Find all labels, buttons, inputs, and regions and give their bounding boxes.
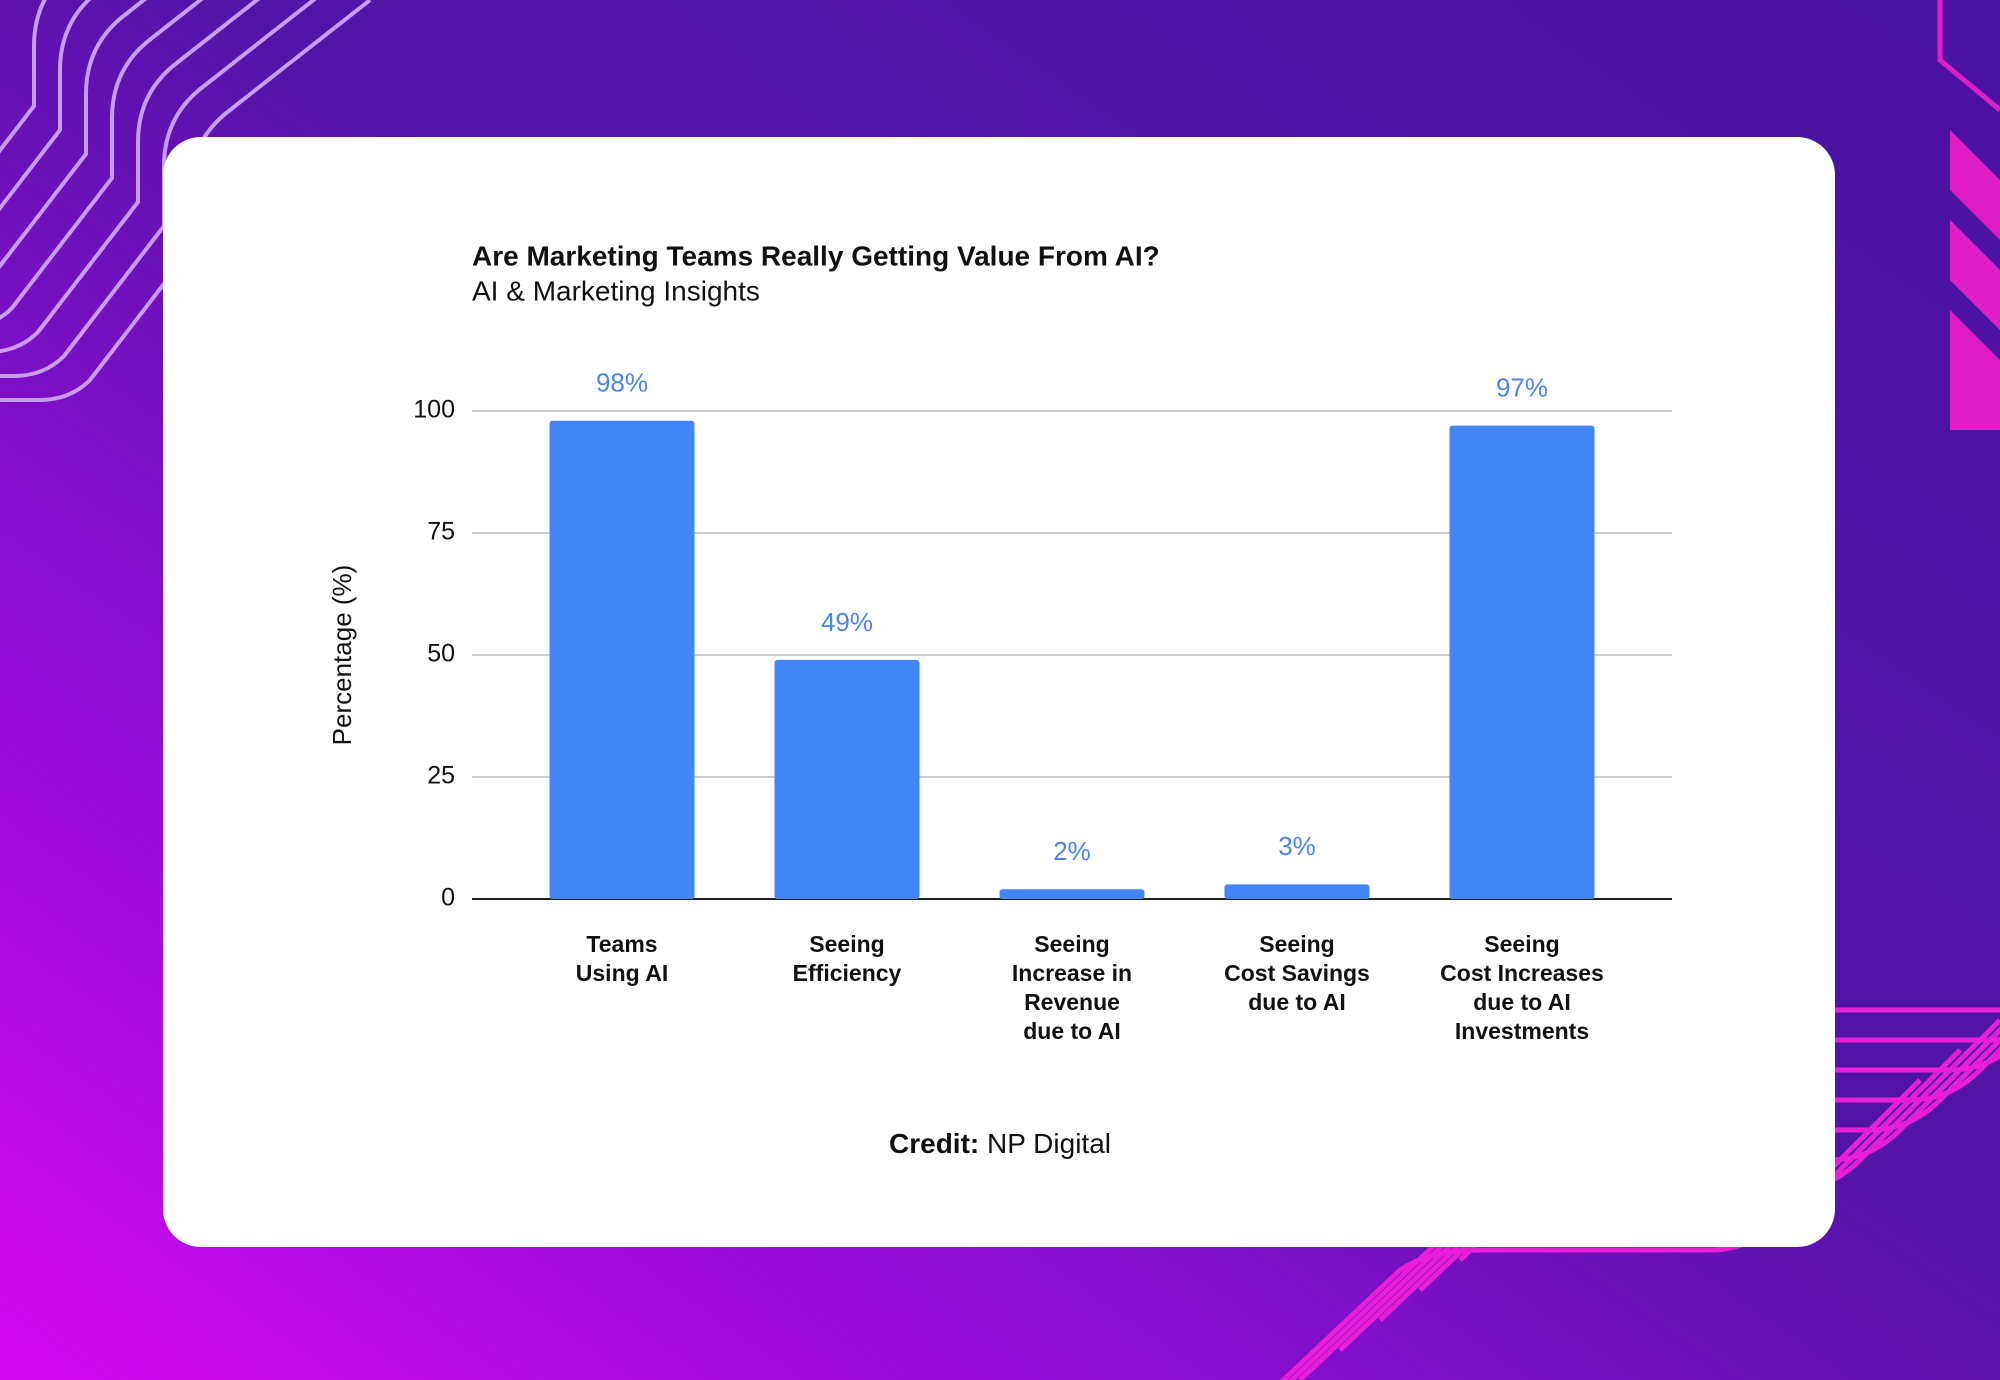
y-tick-label: 0	[441, 884, 455, 912]
value-label: 3%	[1278, 831, 1316, 861]
chart-subtitle: AI & Marketing Insights	[472, 275, 760, 306]
y-tick-label: 75	[427, 518, 455, 546]
bar	[774, 659, 920, 899]
credit: Credit: NP Digital	[0, 1128, 2000, 1160]
value-label: 97%	[1496, 373, 1548, 403]
y-tick-label: 50	[427, 640, 455, 668]
y-axis-label: Percentage (%)	[327, 565, 357, 746]
credit-text: NP Digital	[987, 1128, 1111, 1159]
credit-label: Credit:	[889, 1128, 980, 1159]
value-label: 49%	[821, 607, 873, 637]
x-tick-label: Seeing Efficiency	[792, 931, 902, 986]
bar	[999, 889, 1145, 899]
chart-title: Are Marketing Teams Really Getting Value…	[472, 240, 1160, 271]
x-tick-label: Seeing Cost Increases due to AI Investme…	[1440, 931, 1604, 1044]
bar	[1449, 425, 1595, 899]
x-tick-label: Seeing Increase in Revenue due to AI	[1011, 931, 1133, 1044]
corner-wedges	[1950, 130, 2000, 430]
y-tick-label: 100	[413, 396, 455, 424]
value-label: 2%	[1053, 836, 1091, 866]
bar	[1224, 884, 1370, 899]
x-tick-label: Seeing Cost Savings due to AI	[1224, 931, 1370, 1015]
bar	[549, 420, 695, 899]
y-tick-label: 25	[427, 762, 455, 790]
x-tick-label: Teams Using AI	[575, 931, 669, 986]
corner-lines	[1937, 0, 2000, 112]
value-label: 98%	[596, 368, 648, 398]
